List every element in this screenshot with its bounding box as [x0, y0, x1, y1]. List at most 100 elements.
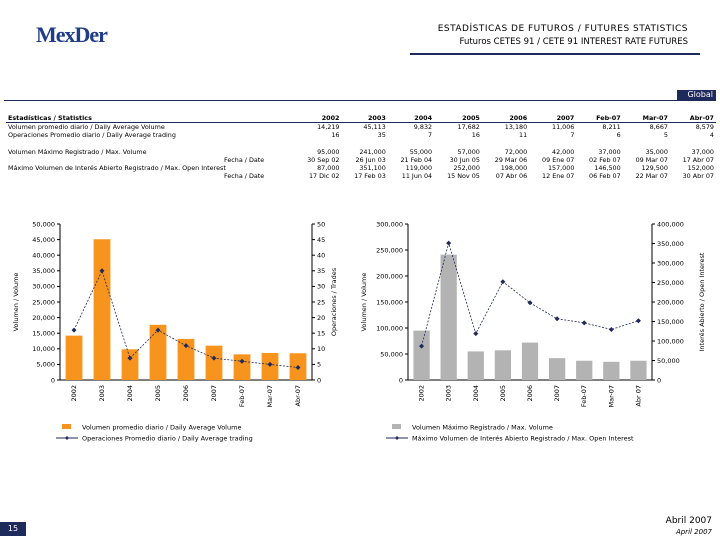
- y-tick-label: 25,000: [32, 298, 55, 306]
- y-tick-label: 100,000: [376, 324, 403, 332]
- x-tick-label: 2005: [499, 385, 507, 402]
- x-tick-label: 2002: [70, 385, 78, 402]
- legend-marker: [395, 436, 399, 440]
- x-tick-label: 2002: [418, 385, 426, 402]
- cell: 17 Feb 03: [354, 172, 386, 180]
- y2-axis-title: Operaciones / Trades: [330, 267, 338, 336]
- column-header: 2005: [434, 114, 482, 123]
- column-header: Abr-07: [669, 114, 716, 123]
- cell: 26 Jun 03: [355, 156, 386, 164]
- y2-tick-label: 50,000: [657, 357, 680, 365]
- legend-label: Volumen promedio diario / Daily Average …: [82, 423, 241, 431]
- cell: 7: [428, 131, 433, 139]
- column-header: 2003: [341, 114, 388, 123]
- cell: 95,000: [317, 148, 340, 156]
- y-tick-label: 0: [51, 376, 55, 384]
- bar: [521, 342, 539, 380]
- y2-tick-label: 0: [317, 376, 321, 384]
- bar: [494, 350, 512, 380]
- y2-tick-label: 350,000: [657, 240, 684, 248]
- bar: [413, 330, 430, 380]
- cell: 8,667: [649, 123, 668, 131]
- bar: [177, 338, 195, 380]
- table-row: Máximo Volumen de Interés Abierto Regist…: [6, 164, 716, 172]
- y2-tick-label: 40: [317, 252, 325, 260]
- column-header: Mar-07: [622, 114, 670, 123]
- cell: 16: [471, 131, 480, 139]
- cell: 37,000: [691, 148, 714, 156]
- row-label: Volumen Máximo Registrado / Max. Volume: [8, 148, 147, 156]
- row-label: Fecha / Date: [224, 172, 265, 180]
- y-tick-label: 50,000: [32, 220, 55, 228]
- stats-table: Estadísticas / Statistics 2002 2003 2004 200…: [6, 114, 716, 180]
- tab: Global: [677, 90, 716, 100]
- cell: 17,682: [457, 123, 480, 131]
- point: [473, 331, 479, 337]
- x-tick-label: Feb-07: [238, 385, 246, 407]
- y-tick-label: 0: [399, 376, 403, 384]
- point: [239, 358, 245, 364]
- rule: [410, 53, 700, 55]
- cell: 06 Feb 07: [589, 172, 621, 180]
- cell: 13,180: [504, 123, 528, 131]
- column-header: 2002: [294, 114, 342, 123]
- cell: 152,000: [687, 164, 714, 172]
- y2-tick-label: 300,000: [657, 259, 684, 267]
- row-label: Operaciones Promedio diario / Daily Aver…: [8, 131, 176, 139]
- y-tick-label: 300,000: [376, 220, 403, 228]
- cell: 02 Feb 07: [589, 156, 621, 164]
- y-axis-title: Volumen / Volume: [12, 273, 20, 332]
- cell: 37,000: [598, 148, 621, 156]
- bar: [93, 239, 111, 380]
- header-row: Estadísticas / Statistics 2002 2003 2004 200…: [6, 114, 716, 123]
- y2-tick-label: 250,000: [657, 279, 684, 287]
- cell: 11,006: [552, 123, 575, 131]
- point: [635, 318, 641, 324]
- x-tick-label: 2007: [553, 385, 561, 402]
- cell: 12 Ene 07: [542, 172, 575, 180]
- y-tick-label: 150,000: [376, 298, 403, 306]
- cell: 9,832: [413, 123, 433, 131]
- y-tick-label: 20,000: [32, 314, 55, 322]
- y-tick-label: 50,000: [380, 350, 403, 358]
- cell: 8,579: [695, 123, 714, 131]
- y-tick-label: 35,000: [32, 267, 55, 275]
- bar: [121, 349, 139, 380]
- legend-label: Operaciones Promedio diario / Daily Aver…: [82, 434, 253, 442]
- table-row: Volumen promedio diario / Daily Average …: [6, 123, 716, 132]
- bar: [603, 361, 620, 380]
- bar: [149, 324, 167, 380]
- line: [421, 241, 639, 347]
- cell: 15 Nov 05: [447, 172, 480, 180]
- rule: [4, 100, 716, 101]
- point: [99, 268, 105, 274]
- y2-tick-label: 5: [317, 361, 321, 369]
- cell: 11: [519, 131, 528, 139]
- y2-tick-label: 30: [317, 283, 325, 291]
- x-tick-label: 2006: [526, 385, 534, 402]
- row-label: Máximo Volumen de Interés Abierto Regist…: [8, 164, 226, 172]
- y2-tick-label: 35: [317, 267, 325, 275]
- column-header: 2006: [481, 114, 530, 123]
- cell: 29 Mar 06: [494, 156, 528, 164]
- point: [155, 327, 161, 333]
- y2-tick-label: 45: [317, 236, 325, 244]
- table-row: Fecha / Date 30 Sep 02 26 Jun 03 21 Feb 04 3…: [6, 156, 716, 164]
- y-tick-label: 15,000: [32, 330, 55, 338]
- bar: [440, 254, 457, 380]
- point: [267, 361, 273, 367]
- cell: 30 Sep 02: [307, 156, 340, 164]
- cell: 45,113: [363, 123, 386, 131]
- point: [608, 326, 614, 332]
- cell: 241,000: [359, 148, 386, 156]
- cell: 35: [377, 131, 386, 139]
- y-tick-label: 200,000: [376, 272, 403, 280]
- bar: [630, 360, 647, 380]
- x-tick-label: Abr 07: [634, 385, 642, 407]
- legend-swatch: [62, 424, 71, 429]
- point: [581, 320, 587, 326]
- point: [554, 316, 560, 322]
- y-tick-label: 5,000: [36, 361, 55, 369]
